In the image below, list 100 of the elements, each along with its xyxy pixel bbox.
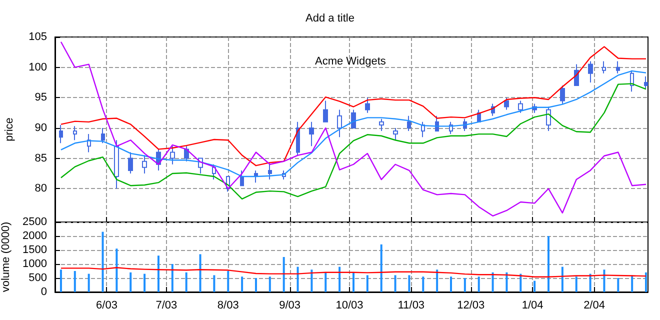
x-tick-label: 11/03	[398, 300, 425, 312]
candlestick	[101, 127, 105, 144]
candlestick	[337, 109, 342, 138]
candlestick	[170, 146, 175, 165]
bar	[144, 274, 146, 292]
candlestick	[351, 109, 356, 128]
bar	[464, 278, 466, 292]
bar	[366, 275, 368, 292]
bar	[74, 271, 76, 292]
bar	[157, 256, 160, 292]
bar	[324, 272, 327, 292]
candlestick	[602, 60, 606, 74]
candlestick	[142, 154, 147, 174]
candlestick	[296, 121, 300, 156]
bar	[534, 280, 536, 292]
candlestick	[393, 127, 398, 141]
y-tick-label: 90	[34, 122, 47, 134]
bar	[116, 248, 118, 292]
y-tick-label: 95	[34, 92, 47, 104]
candlestick	[421, 121, 425, 138]
candlestick	[588, 60, 593, 83]
candlestick	[114, 140, 119, 190]
annotation: Acme Widgets	[315, 56, 386, 68]
y-tick-label: 85	[34, 152, 47, 164]
candlestick	[546, 106, 551, 132]
candlestick	[407, 115, 411, 132]
y-axis-title: price	[4, 118, 16, 142]
bar	[338, 266, 341, 292]
bar	[268, 276, 271, 292]
bar	[352, 272, 354, 292]
bar	[88, 274, 90, 292]
bar	[589, 274, 592, 292]
candlestick	[504, 97, 509, 110]
line-series	[60, 41, 647, 217]
y-tick-label: 1000	[22, 258, 47, 270]
bar	[603, 270, 606, 292]
candlestick	[616, 60, 620, 74]
candlestick	[309, 121, 314, 147]
x-tick-label: 6/03	[96, 300, 118, 312]
bar	[478, 276, 480, 292]
candlestick	[644, 76, 648, 90]
bar	[506, 272, 508, 292]
bar	[561, 266, 564, 292]
candlestick	[323, 100, 328, 122]
y-tick-label: 2000	[22, 230, 47, 242]
x-tick-label: 10/03	[336, 300, 364, 312]
candlestick	[254, 170, 258, 184]
line-series	[60, 46, 647, 166]
bar	[380, 244, 382, 292]
line-series	[60, 267, 647, 278]
x-tick-label: 8/03	[217, 300, 239, 312]
bar	[631, 275, 634, 292]
candlestick	[630, 70, 634, 92]
x-tick-label: 12/03	[457, 300, 485, 312]
bar	[227, 271, 230, 292]
bar	[310, 270, 313, 292]
bar	[241, 276, 244, 292]
bar	[60, 270, 62, 292]
bar	[102, 232, 104, 292]
y-tick-label: 105	[28, 31, 47, 43]
bar	[520, 274, 522, 292]
bar	[422, 276, 424, 292]
x-tick-label: 1/04	[522, 300, 544, 312]
bar	[645, 272, 648, 292]
bar	[436, 270, 438, 292]
candlestick	[73, 126, 77, 141]
bar	[130, 272, 132, 292]
bar	[450, 276, 452, 292]
candlestick	[212, 164, 216, 180]
x-tick-label: 9/03	[279, 300, 301, 312]
bar	[254, 278, 257, 292]
line-series	[60, 83, 647, 200]
bar	[394, 275, 396, 292]
line-series	[60, 70, 647, 178]
bar	[575, 276, 578, 292]
bar	[296, 266, 299, 292]
x-tick-label: 7/03	[156, 300, 178, 312]
candlestick	[518, 100, 523, 114]
bar	[213, 275, 216, 292]
bar	[171, 264, 174, 292]
candlestick	[560, 85, 565, 104]
x-tick-label: 2/04	[584, 300, 605, 312]
candlestick	[128, 152, 133, 174]
candlestick	[240, 170, 244, 186]
y-tick-label: 80	[34, 182, 47, 195]
candlestick	[379, 118, 384, 132]
bar	[408, 275, 410, 292]
y-tick-label: 500	[28, 272, 47, 284]
chart-title: Add a title	[306, 12, 354, 24]
y-tick-label: 2500	[22, 216, 47, 228]
bar	[617, 278, 620, 292]
y-axis-title: volume (0000)	[0, 222, 12, 292]
bar	[492, 272, 494, 292]
candlestick	[268, 164, 272, 180]
bar	[548, 236, 550, 292]
bar	[282, 257, 285, 292]
bar	[185, 272, 188, 292]
y-tick-label: 100	[28, 61, 47, 74]
y-tick-label: 1500	[22, 244, 47, 256]
y-tick-label: 0	[40, 286, 47, 298]
